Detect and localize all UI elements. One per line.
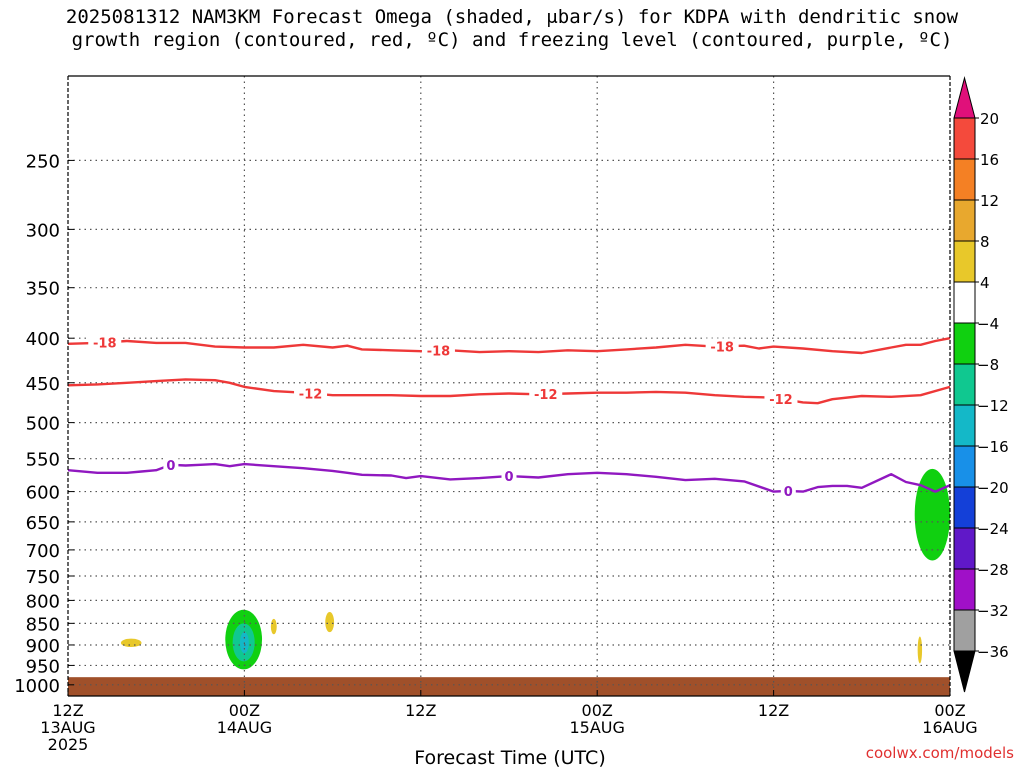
omega-shade-5	[325, 612, 335, 633]
y-tick-label-300: 300	[26, 220, 60, 241]
credit-text: coolwx.com/models	[866, 744, 1014, 762]
colorbar-label-5: −4	[977, 315, 999, 333]
y-tick-label-400: 400	[26, 329, 60, 350]
x-tick-label-1-0: 00Z	[229, 701, 260, 720]
y-tick-label-600: 600	[26, 483, 60, 504]
x-tick-label-1-1: 14AUG	[217, 718, 272, 737]
colorbar-bin-11	[953, 568, 976, 611]
colorbar-arrow-top	[953, 76, 976, 119]
colorbar-bin-6	[953, 363, 976, 406]
terrain-fill	[68, 677, 950, 696]
omega-shade-4	[270, 618, 277, 635]
colorbar-bin-10	[953, 527, 976, 570]
contour-line-1	[67, 378, 951, 405]
y-tick-label-950: 950	[26, 656, 60, 677]
x-tick-label-5-1: 16AUG	[922, 718, 977, 737]
y-tick-label-750: 750	[26, 567, 60, 588]
contour-label-bg-0-0	[88, 334, 122, 351]
colorbar-label-10: −24	[977, 520, 1009, 538]
contour-label-0-2: -18	[710, 340, 734, 355]
contour-label-1-0: -12	[299, 387, 323, 402]
x-tick-label-5-0: 00Z	[934, 701, 965, 720]
omega-shade-7	[914, 468, 950, 561]
contour-label-2-1: 0	[504, 470, 513, 485]
colorbar-label-4: 4	[980, 274, 990, 292]
colorbar-label-0: 20	[980, 110, 999, 128]
contour-label-0-1: -18	[427, 345, 451, 360]
x-tick-label-4-0: 12Z	[758, 701, 789, 720]
omega-shade-6	[917, 636, 923, 664]
x-tick-label-0-2: 2025	[48, 735, 89, 754]
x-axis-label: Forecast Time (UTC)	[414, 747, 605, 768]
y-tick-label-700: 700	[26, 541, 60, 562]
y-tick-label-800: 800	[26, 591, 60, 612]
contour-label-0-0: -18	[93, 336, 117, 351]
colorbar-bin-3	[953, 240, 976, 283]
contour-line-2	[67, 462, 951, 493]
chart-title: 2025081312 NAM3KM Forecast Omega (shaded…	[0, 6, 1024, 52]
y-tick-label-500: 500	[26, 414, 60, 435]
y-tick-label-550: 550	[26, 450, 60, 471]
x-tick-label-0-0: 12Z	[52, 701, 83, 720]
contour-label-bg-1-1	[529, 386, 563, 403]
y-tick-label-350: 350	[26, 279, 60, 300]
contour-label-1-2: -12	[769, 393, 793, 408]
chart-title-line-2: growth region (contoured, red, ºC) and f…	[71, 29, 953, 51]
x-tick-label-3-1: 15AUG	[569, 718, 624, 737]
contour-line-0	[67, 337, 951, 355]
y-tick-label-450: 450	[26, 374, 60, 395]
chart-title-line-1: 2025081312 NAM3KM Forecast Omega (shaded…	[65, 6, 959, 28]
colorbar-bin-12	[953, 609, 976, 652]
colorbar-arrow-bottom	[953, 650, 976, 693]
contour-label-1-1: -12	[534, 388, 558, 403]
contour-label-bg-0-1	[421, 342, 455, 359]
contour-label-2-0: 0	[166, 459, 175, 474]
contour-label-bg-1-0	[294, 385, 328, 402]
colorbar-bin-2	[953, 199, 976, 242]
colorbar-bin-7	[953, 404, 976, 447]
x-tick-label-0-1: 13AUG	[40, 718, 95, 737]
colorbar-bin-1	[953, 158, 976, 201]
colorbar-label-6: −8	[977, 356, 999, 374]
colorbar-label-9: −20	[977, 479, 1009, 497]
x-tick-label-3-0: 00Z	[582, 701, 613, 720]
colorbar-bin-8	[953, 445, 976, 488]
colorbar-bin-5	[953, 322, 976, 365]
contour-label-2-2: 0	[784, 485, 793, 500]
colorbar-bin-0	[953, 117, 976, 160]
colorbar-bin-9	[953, 486, 976, 529]
contour-label-bg-1-2	[764, 390, 798, 407]
y-tick-label-250: 250	[26, 151, 60, 172]
colorbar-label-1: 16	[980, 151, 999, 169]
colorbar-label-8: −16	[977, 438, 1009, 456]
colorbar-bin-4	[953, 281, 976, 324]
colorbar-label-13: −36	[977, 643, 1009, 661]
y-tick-label-650: 650	[26, 513, 60, 534]
contour-label-bg-0-2	[705, 338, 739, 355]
contour-label-bg-2-2	[780, 482, 796, 499]
colorbar-label-2: 12	[980, 192, 999, 210]
x-tick-label-2-0: 12Z	[405, 701, 436, 720]
contour-label-bg-2-1	[501, 468, 517, 485]
y-tick-label-900: 900	[26, 636, 60, 657]
colorbar-label-12: −32	[977, 602, 1009, 620]
contour-label-bg-2-0	[163, 456, 179, 473]
colorbar-label-3: 8	[980, 233, 990, 251]
colorbar-label-11: −28	[977, 561, 1009, 579]
y-tick-label-1000: 1000	[14, 676, 60, 697]
omega-shade-3	[120, 638, 142, 648]
colorbar-label-7: −12	[977, 397, 1009, 415]
y-tick-label-850: 850	[26, 614, 60, 635]
